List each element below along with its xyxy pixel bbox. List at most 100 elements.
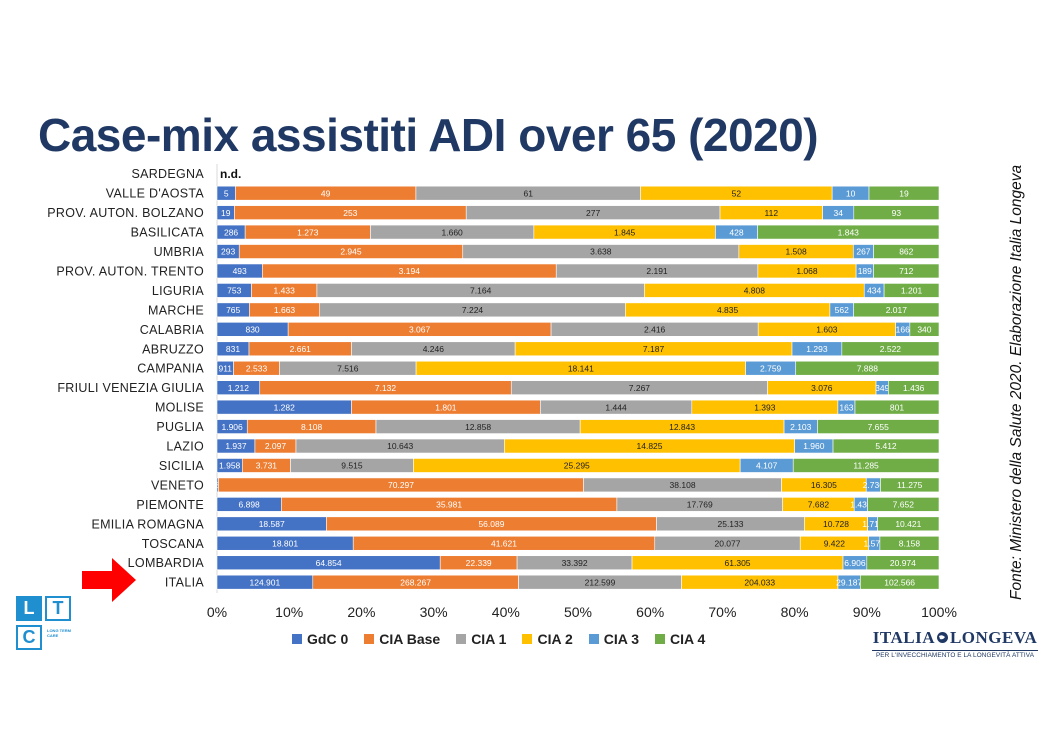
ltc-logo-subtitle: LONG TERM CARE <box>47 628 71 638</box>
bar-value-label: 1.436 <box>903 383 925 393</box>
bar-value-label: 5 <box>224 188 229 198</box>
x-tick-label: 70% <box>708 604 736 620</box>
bar-value-label: 1.212 <box>228 383 250 393</box>
bar-value-label: 2.522 <box>880 344 902 354</box>
bar-value-label: 2.097 <box>265 441 287 451</box>
bar-value-label: 753 <box>227 286 241 296</box>
bar-segment-cia-4 <box>867 497 940 512</box>
bar-value-label: 1.068 <box>796 266 818 276</box>
legend-item: CIA Base <box>364 631 440 647</box>
bar-value-label: 7.682 <box>808 500 830 510</box>
bar-value-label: 20.974 <box>890 558 916 568</box>
bar-segment-cia-4 <box>795 360 940 376</box>
bar-segment-cia-4 <box>883 283 940 298</box>
bar-value-label: 8.158 <box>899 538 921 548</box>
bar-value-label: 8.108 <box>301 422 323 432</box>
bar-value-label: 10.643 <box>387 441 413 451</box>
bar-value-label: 911 <box>218 363 232 373</box>
bar-value-label: 7.516 <box>337 363 359 373</box>
bar-value-label: 4.808 <box>744 286 766 296</box>
bar-value-label: 1.711 <box>862 519 883 529</box>
bar-value-label: 35.981 <box>436 500 462 510</box>
bar-value-label: 189 <box>858 266 872 276</box>
chart-legend: GdC 0 CIA Base CIA 1 CIA 2 CIA 3 CIA 4 <box>292 631 721 647</box>
bar-value-label: 163 <box>839 402 853 412</box>
bar-value-label: 33.392 <box>562 558 588 568</box>
bar-value-label: 3.194 <box>399 266 421 276</box>
bar-value-label: 17.769 <box>687 500 713 510</box>
bar-value-label: 25.133 <box>717 519 743 529</box>
bar-value-label: 18.141 <box>568 363 594 373</box>
category-label: BASILICATA <box>131 226 205 240</box>
brand-tagline: PER L'INVECCHIAMENTO E LA LONGEVITÀ ATTI… <box>872 650 1038 659</box>
bar-value-label: 7.655 <box>868 422 890 432</box>
bar-value-label: 1.845 <box>614 227 636 237</box>
bar-value-label: 4.107 <box>756 461 778 471</box>
bar-value-label: 112 <box>765 208 779 218</box>
bar-value-label: 49 <box>321 188 331 198</box>
bar-value-label: 38.108 <box>670 480 696 490</box>
category-label: CALABRIA <box>140 323 205 337</box>
ltc-logo-letter-l: L <box>16 596 42 621</box>
annotation-nd: n.d. <box>220 167 241 181</box>
bar-value-label: 7.164 <box>470 286 492 296</box>
category-label: EMILIA ROMAGNA <box>91 517 204 531</box>
bar-value-label: 3.731 <box>256 461 278 471</box>
bar-value-label: 124.901 <box>250 577 281 587</box>
bar-segment-cia-4 <box>853 205 940 220</box>
legend-swatch <box>588 634 599 644</box>
legend-item: CIA 1 <box>456 631 506 647</box>
bar-segment-cia-4 <box>841 341 940 357</box>
bar-value-label: 20.077 <box>714 538 740 548</box>
bar-value-label: 4.246 <box>423 344 445 354</box>
bar-value-label: 212.599 <box>585 577 616 587</box>
bar-segment-cia-4 <box>880 477 940 493</box>
category-label: TOSCANA <box>142 537 205 551</box>
bar-value-label: 10.728 <box>823 519 849 529</box>
bar-value-label: 7.267 <box>629 383 651 393</box>
legend-swatch <box>655 634 666 644</box>
ltc-logo-letter-c: C <box>16 625 42 650</box>
legend-label: CIA 1 <box>471 631 507 647</box>
source-note: Fonte: Ministero della Salute 2020. Elab… <box>1008 164 1025 600</box>
category-label: PIEMONTE <box>136 498 204 512</box>
bar-value-label: 204.033 <box>744 577 775 587</box>
bar-value-label: 7.224 <box>462 305 484 315</box>
brand-name-part1: ITALIA <box>872 628 935 647</box>
legend-swatch <box>522 634 533 644</box>
x-tick-label: 30% <box>420 604 448 620</box>
legend-label: GdC 0 <box>307 631 349 647</box>
bar-value-label: 18.587 <box>259 519 285 529</box>
legend-swatch <box>292 634 302 644</box>
bar-value-label: 268.267 <box>400 577 431 587</box>
bar-segment-cia-4 <box>866 555 940 571</box>
bar-value-label: 340 <box>917 325 931 335</box>
category-label: VENETO <box>151 478 204 492</box>
bar-value-label: 6.898 <box>239 500 261 510</box>
category-label: CAMPANIA <box>137 362 204 376</box>
bar-value-label: 862 <box>899 247 913 257</box>
x-tick-label: 40% <box>492 604 520 620</box>
ltc-logo: L T C LONG TERM CARE <box>16 596 80 654</box>
bar-value-label: 493 <box>233 266 247 276</box>
legend-swatch <box>364 634 375 644</box>
bar-value-label: 61.305 <box>725 558 751 568</box>
bar-value-label: 1.393 <box>754 402 776 412</box>
bar-value-label: 3.076 <box>811 383 833 393</box>
legend-label: CIA Base <box>379 631 441 647</box>
bar-segment-cia-4 <box>873 263 940 279</box>
bar-value-label: 14.825 <box>637 441 663 451</box>
bar-value-label: 277 <box>586 208 600 218</box>
category-label: SARDEGNA <box>131 167 204 181</box>
legend-item: CIA 3 <box>588 631 639 647</box>
category-label: MOLISE <box>155 401 204 415</box>
bar-value-label: 286 <box>224 227 238 237</box>
bar-value-label: 1.906 <box>221 422 243 432</box>
category-label: UMBRIA <box>154 245 205 259</box>
bar-value-label: 34 <box>833 208 843 218</box>
bar-value-label: 765 <box>226 305 240 315</box>
bar-value-label: 1.293 <box>806 344 828 354</box>
bar-value-label: 349 <box>875 383 889 393</box>
legend-item: CIA 2 <box>522 631 573 647</box>
category-label: SICILIA <box>159 459 205 473</box>
